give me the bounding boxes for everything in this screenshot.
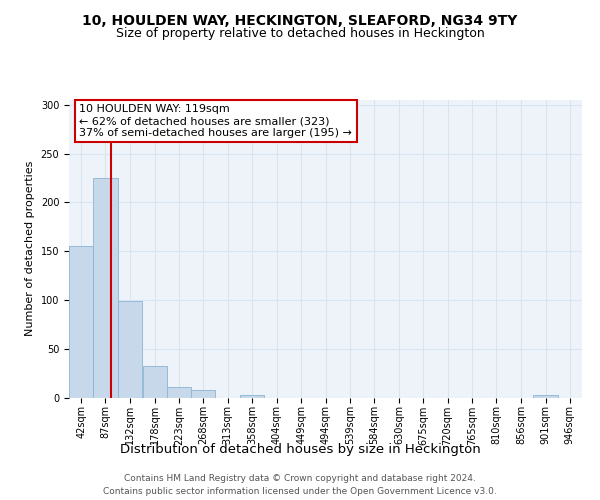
Bar bbox=[143, 366, 167, 398]
Text: 10 HOULDEN WAY: 119sqm
← 62% of detached houses are smaller (323)
37% of semi-de: 10 HOULDEN WAY: 119sqm ← 62% of detached… bbox=[79, 104, 352, 138]
Bar bbox=[167, 387, 191, 398]
Bar bbox=[118, 301, 142, 398]
Text: Contains HM Land Registry data © Crown copyright and database right 2024.: Contains HM Land Registry data © Crown c… bbox=[124, 474, 476, 483]
Bar bbox=[94, 178, 118, 398]
Bar bbox=[533, 394, 557, 398]
Bar bbox=[69, 246, 94, 398]
Text: 10, HOULDEN WAY, HECKINGTON, SLEAFORD, NG34 9TY: 10, HOULDEN WAY, HECKINGTON, SLEAFORD, N… bbox=[82, 14, 518, 28]
Y-axis label: Number of detached properties: Number of detached properties bbox=[25, 161, 35, 336]
Text: Size of property relative to detached houses in Heckington: Size of property relative to detached ho… bbox=[116, 28, 484, 40]
Text: Contains public sector information licensed under the Open Government Licence v3: Contains public sector information licen… bbox=[103, 487, 497, 496]
Text: Distribution of detached houses by size in Heckington: Distribution of detached houses by size … bbox=[119, 442, 481, 456]
Bar bbox=[240, 394, 264, 398]
Bar bbox=[191, 390, 215, 398]
